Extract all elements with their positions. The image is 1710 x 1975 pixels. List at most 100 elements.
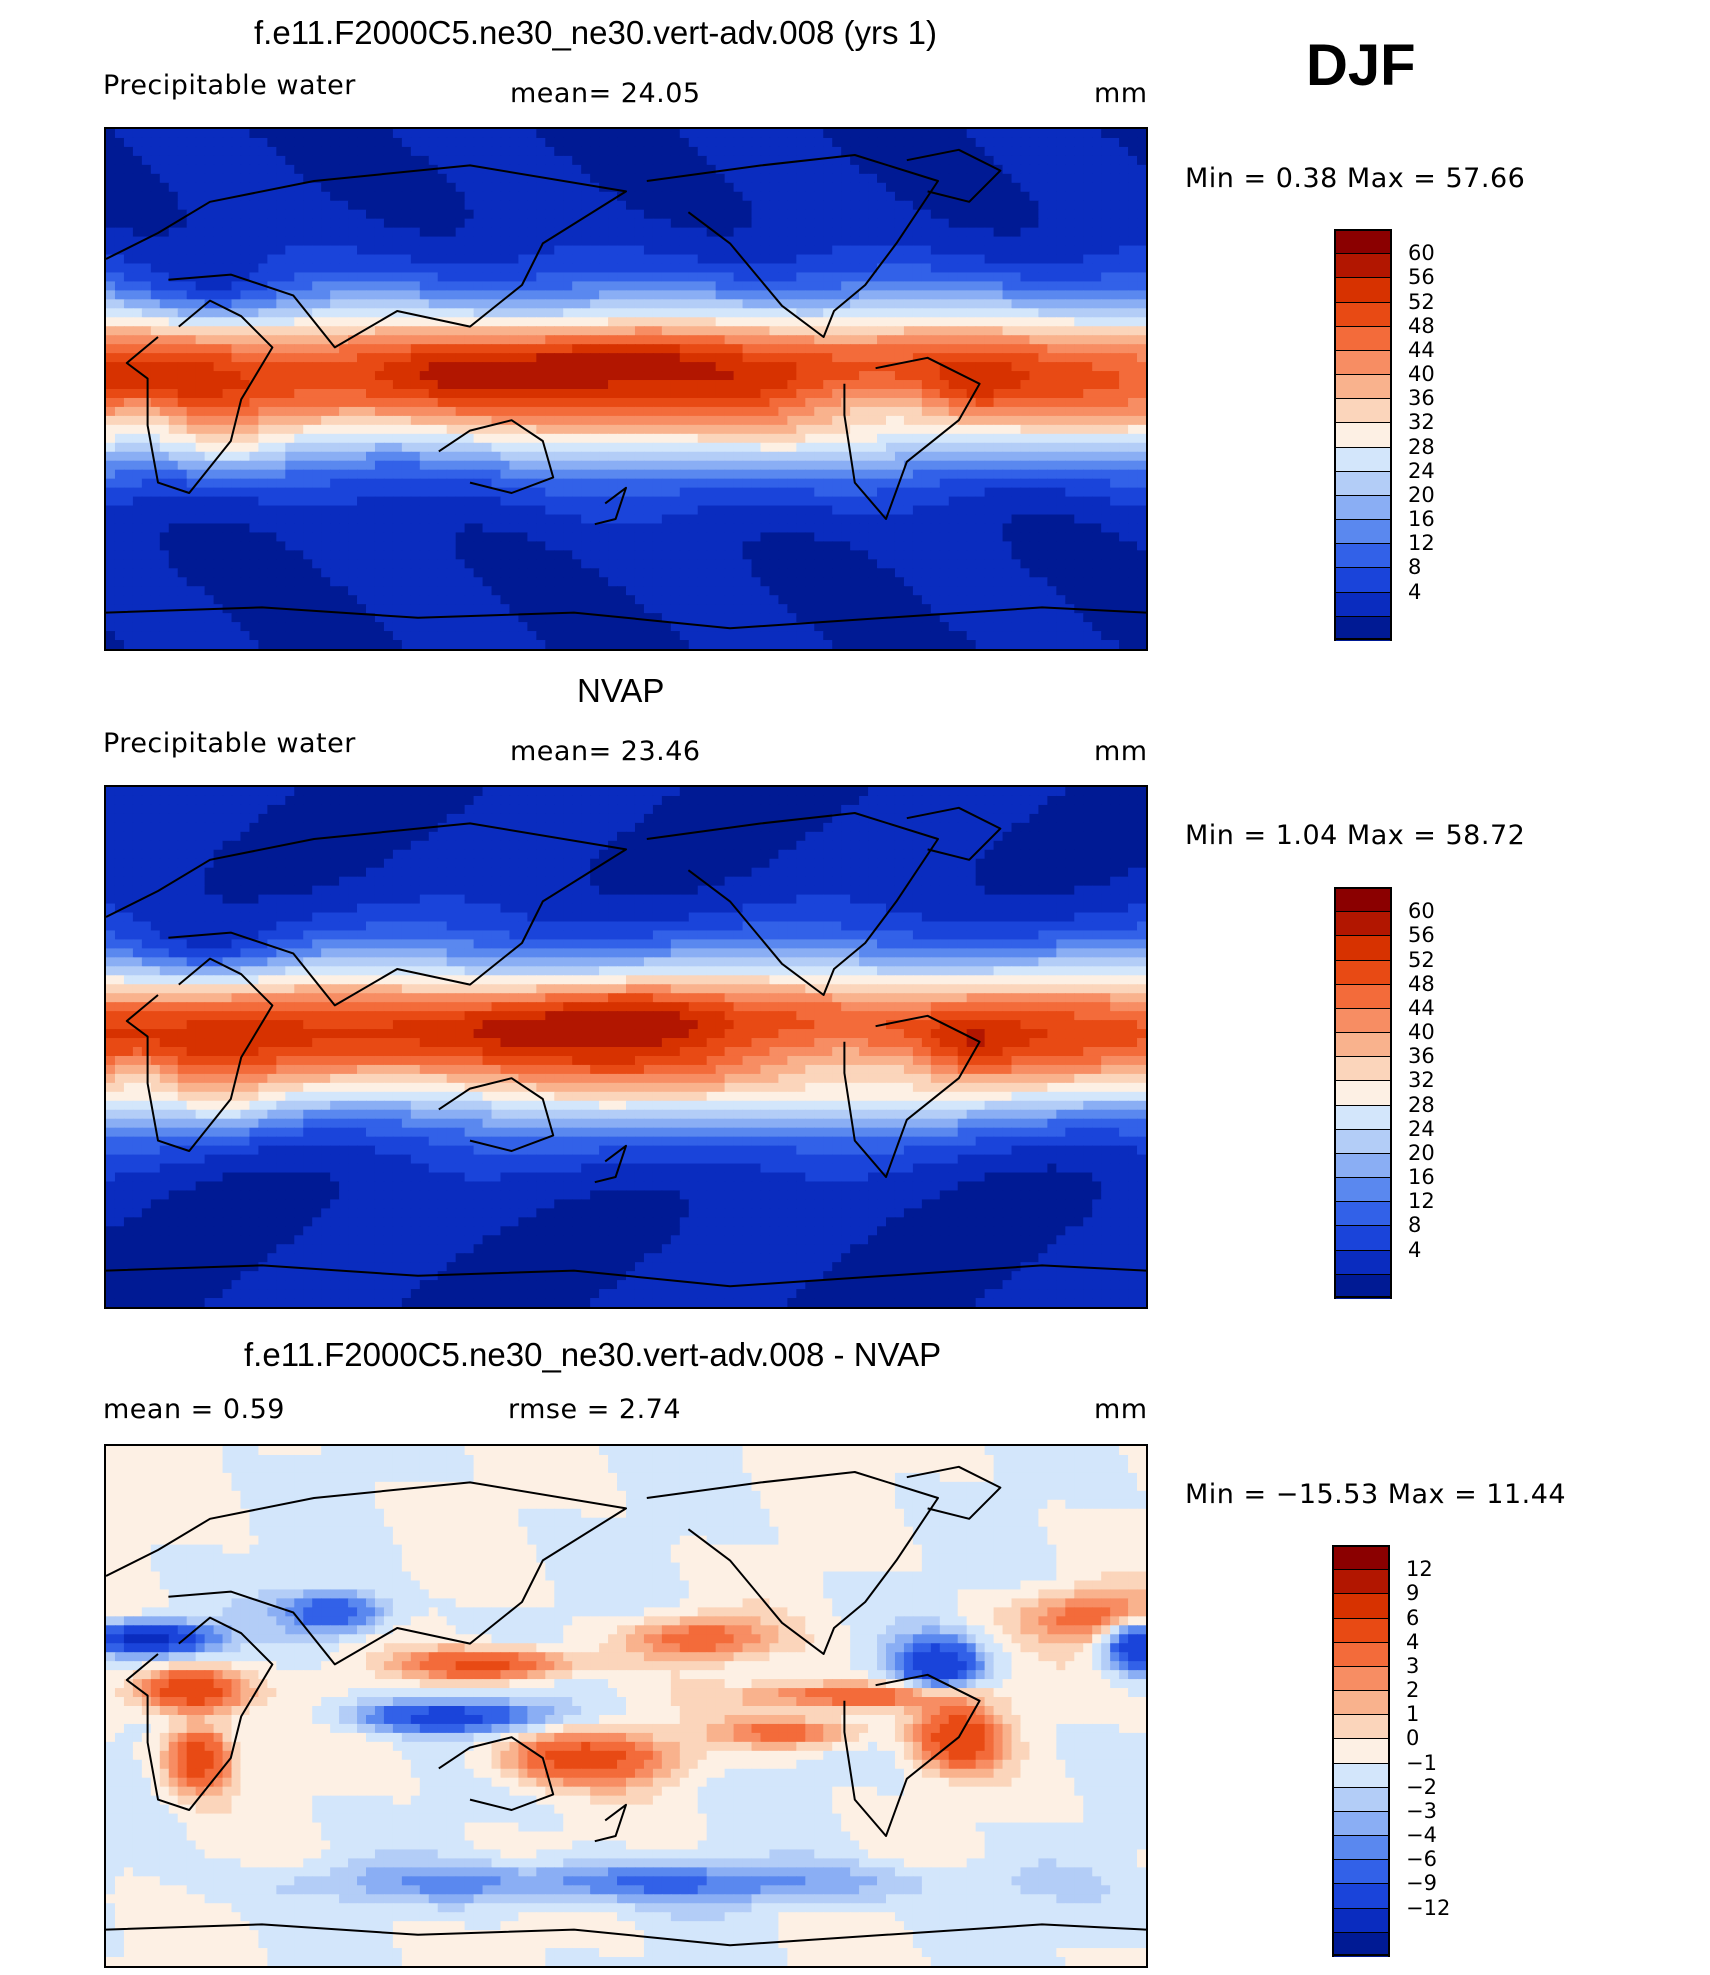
coastline [106,164,627,349]
colorbar-label: −6 [1406,1847,1437,1871]
colorbar-label: 12 [1408,531,1435,555]
colorbar-label: 40 [1408,1020,1435,1044]
colorbar-label: −3 [1406,1799,1437,1823]
colorbar-label: 32 [1408,410,1435,434]
coastline [906,148,1002,203]
panel-obs-units: mm [1094,736,1148,767]
colorbar-label: 8 [1408,555,1421,579]
panel-diff-title: f.e11.F2000C5.ne30_ne30.vert-adv.008 - N… [244,1336,941,1374]
colorbar-label: 2 [1406,1678,1419,1702]
colorbar-swatch [1334,1032,1392,1058]
panel-model-minmax: Min = 0.38 Max = 57.66 [1185,163,1525,194]
panel-model-colorbar: 60 56 52 48 44 40 36 32 28 24 20 16 12 8 4 [1334,229,1474,641]
colorbar-swatch [1334,983,1392,1009]
panel-model-title: f.e11.F2000C5.ne30_ne30.vert-adv.008 (yr… [254,14,937,52]
panel-diff-rmse: rmse = 2.74 [508,1394,681,1425]
coastline [906,1465,1002,1520]
coastline [125,957,274,1152]
coastline [125,299,274,494]
colorbar-frame [1332,1545,1390,1956]
coastline [106,822,627,1007]
colorbar-frame [1334,887,1392,1298]
colorbar-label: 48 [1408,314,1435,338]
coastline [594,486,627,526]
coastline [106,1264,1146,1288]
panel-diff-units: mm [1094,1394,1148,1425]
colorbar-label: 16 [1408,507,1435,531]
colorbar-label: 52 [1408,290,1435,314]
map-field [106,129,1146,649]
colorbar-label: 3 [1406,1654,1419,1678]
colorbar-label: 24 [1408,1117,1435,1141]
colorbar-label: 28 [1408,435,1435,459]
colorbar-label: 48 [1408,972,1435,996]
colorbar-swatch [1332,1762,1390,1788]
colorbar-label: 44 [1408,338,1435,362]
panel-diff-mean: mean = 0.59 [103,1394,285,1425]
coastline [843,1673,981,1837]
coastline [594,1144,627,1184]
colorbar-label: 12 [1408,1189,1435,1213]
panel-diff-colorbar: 12 9 6 4 3 2 1 0 −1 −2 −3 −4 −6 −9 −12 [1332,1545,1472,1957]
colorbar-label: 12 [1406,1557,1433,1581]
colorbar-label: 1 [1406,1702,1419,1726]
colorbar-label: 24 [1408,459,1435,483]
coastline [906,806,1002,861]
colorbar-label: 20 [1408,483,1435,507]
colorbar-label: 56 [1408,265,1435,289]
colorbar-label: 32 [1408,1068,1435,1092]
map-field [106,1446,1146,1966]
colorbar-label: 4 [1408,580,1421,604]
colorbar-label: −1 [1406,1751,1437,1775]
colorbar-label: 6 [1406,1606,1419,1630]
colorbar-label: −4 [1406,1823,1437,1847]
colorbar-frame [1334,229,1392,640]
coastline [106,1923,1146,1947]
colorbar-swatch [1334,1104,1392,1130]
coastline [646,154,939,338]
colorbar-label: 16 [1408,1165,1435,1189]
colorbar-swatch [1334,1177,1392,1203]
panel-diff-minmax: Min = −15.53 Max = 11.44 [1185,1479,1566,1510]
colorbar-label: 44 [1408,996,1435,1020]
colorbar-label: 8 [1408,1213,1421,1237]
panel-model-map [104,127,1148,651]
colorbar-swatch [1334,398,1392,424]
panel-obs-mean: mean= 23.46 [510,736,701,767]
panel-obs-map [104,785,1148,1309]
coastline [843,356,981,520]
colorbar-swatch [1334,374,1392,400]
panel-obs-variable: Precipitable water [103,728,356,759]
panel-model-mean: mean= 24.05 [510,78,701,109]
coastline [106,606,1146,630]
panel-model-variable: Precipitable water [103,70,356,101]
colorbar-label: 36 [1408,386,1435,410]
coastline [646,1471,939,1655]
coastline [438,419,555,494]
coastline [125,1616,274,1811]
coastline [646,812,939,996]
colorbar-swatch [1334,422,1392,448]
colorbar-label: 4 [1406,1630,1419,1654]
colorbar-swatch [1332,1883,1390,1909]
colorbar-label: −2 [1406,1775,1437,1799]
coastline [438,1736,555,1811]
colorbar-label: 20 [1408,1141,1435,1165]
coastline [106,1481,627,1666]
colorbar-label: 28 [1408,1093,1435,1117]
colorbar-label: 60 [1408,899,1435,923]
colorbar-label: 60 [1408,241,1435,265]
colorbar-swatch [1334,1225,1392,1251]
panel-diff-map [104,1444,1148,1968]
colorbar-label: −9 [1406,1871,1437,1895]
panel-model-units: mm [1094,78,1148,109]
panel-obs-minmax: Min = 1.04 Max = 58.72 [1185,820,1525,851]
panel-obs-colorbar: 60 56 52 48 44 40 36 32 28 24 20 16 12 8 4 [1334,887,1474,1299]
coastline [594,1803,627,1843]
map-field [106,787,1146,1307]
coastline [438,1077,555,1152]
season-label: DJF [1306,32,1416,99]
colorbar-label: 0 [1406,1726,1419,1750]
colorbar-label: 56 [1408,923,1435,947]
colorbar-label: 52 [1408,948,1435,972]
